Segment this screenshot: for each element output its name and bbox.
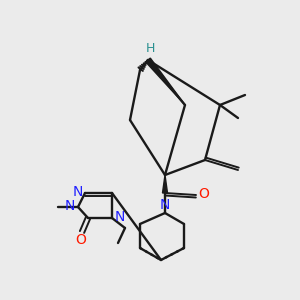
Text: N: N [65, 199, 75, 213]
Text: N: N [115, 210, 125, 224]
Text: O: O [76, 233, 86, 247]
Polygon shape [146, 58, 185, 105]
Text: N: N [160, 198, 170, 212]
Text: H: H [145, 43, 155, 56]
Text: O: O [199, 187, 209, 201]
Text: N: N [73, 185, 83, 199]
Polygon shape [163, 175, 167, 193]
